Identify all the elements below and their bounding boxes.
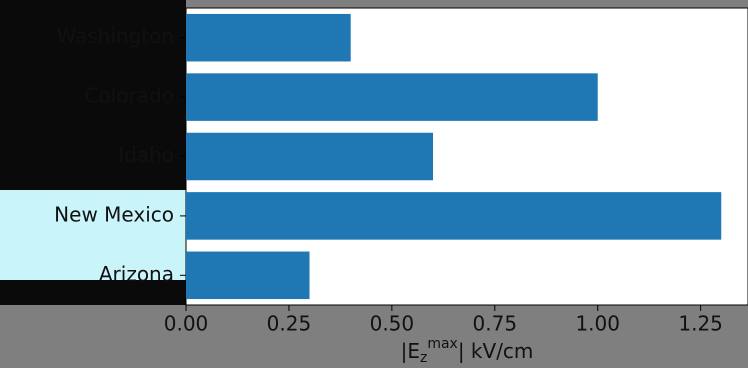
y-tick-label: Arizona <box>99 262 174 286</box>
chart: |Ezmax| kV/cm 0.000.250.500.751.001.25Wa… <box>0 0 748 368</box>
x-tick-label: 1.00 <box>575 312 620 336</box>
bar <box>186 133 433 181</box>
x-tick-label: 1.25 <box>678 312 723 336</box>
x-tick-label: 0.50 <box>370 312 415 336</box>
bar <box>186 14 351 62</box>
y-tick-label: Washington <box>56 24 174 48</box>
bar <box>186 192 721 240</box>
x-tick-label: 0.00 <box>164 312 209 336</box>
bar <box>186 73 598 121</box>
y-tick-label: Idaho <box>118 143 174 167</box>
x-tick-label: 0.75 <box>473 312 518 336</box>
y-tick-label: New Mexico <box>54 202 174 226</box>
bar <box>186 252 310 300</box>
x-tick-label: 0.25 <box>267 312 312 336</box>
y-tick-label: Colorado <box>85 84 174 108</box>
